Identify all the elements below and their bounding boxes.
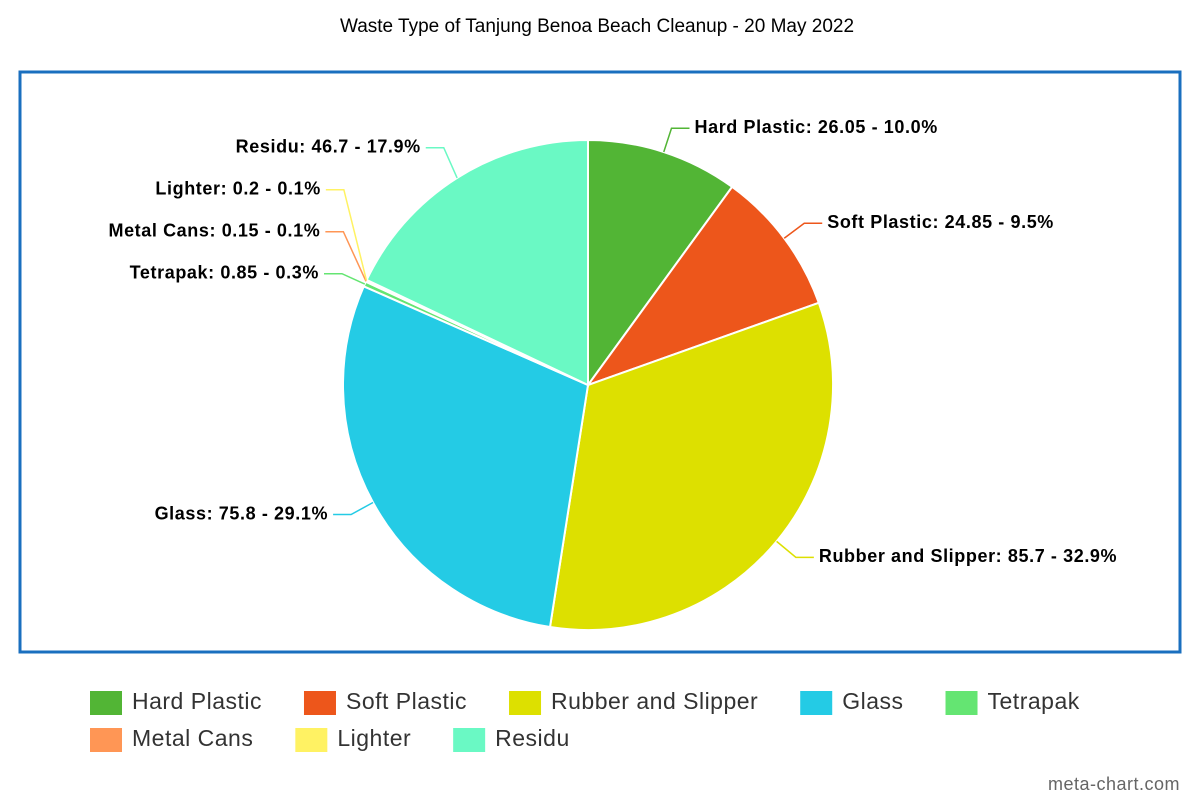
data-label: Hard Plastic: 26.05 - 10.0% (694, 117, 937, 137)
legend-swatch (295, 728, 328, 752)
legend-label: Soft Plastic (346, 688, 467, 714)
label-leader (325, 230, 367, 282)
legend-label: Metal Cans (132, 725, 253, 751)
legend-swatch (945, 691, 978, 715)
data-label: Residu: 46.7 - 17.9% (236, 136, 421, 156)
legend-swatch (90, 728, 122, 752)
plot-frame (18, 70, 1182, 654)
legend-label: Rubber and Slipper (551, 688, 758, 714)
legend-label: Lighter (337, 725, 411, 751)
legend-label: Glass (842, 688, 903, 714)
legend-label: Residu (495, 725, 570, 751)
label-leader (324, 272, 366, 285)
label-leader (325, 188, 368, 281)
label-leader (663, 127, 690, 153)
legend-swatch (509, 691, 542, 715)
legend-label: Hard Plastic (132, 688, 262, 714)
label-leader (333, 501, 374, 516)
pie-slice (548, 301, 834, 631)
label-leader (783, 222, 823, 239)
pie-slice (365, 138, 589, 387)
legend-swatch (800, 691, 833, 715)
data-label: Metal Cans: 0.15 - 0.1% (108, 220, 320, 240)
data-label: Soft Plastic: 24.85 - 9.5% (827, 212, 1054, 232)
data-label: Lighter: 0.2 - 0.1% (155, 178, 320, 198)
data-label: Glass: 75.8 - 29.1% (155, 503, 329, 523)
data-label: Rubber and Slipper: 85.7 - 32.9% (819, 546, 1117, 566)
legend-label: Tetrapak (988, 688, 1080, 714)
data-label: Tetrapak: 0.85 - 0.3% (130, 262, 319, 282)
legend-swatch (453, 728, 486, 752)
pie-slice (342, 284, 590, 629)
legend-swatch (90, 691, 122, 715)
label-leader (776, 540, 814, 559)
chart-title: Waste Type of Tanjung Benoa Beach Cleanu… (340, 16, 854, 37)
source-credit: meta-chart.com (1048, 774, 1180, 794)
label-leader (425, 146, 458, 179)
legend-swatch (303, 691, 336, 715)
